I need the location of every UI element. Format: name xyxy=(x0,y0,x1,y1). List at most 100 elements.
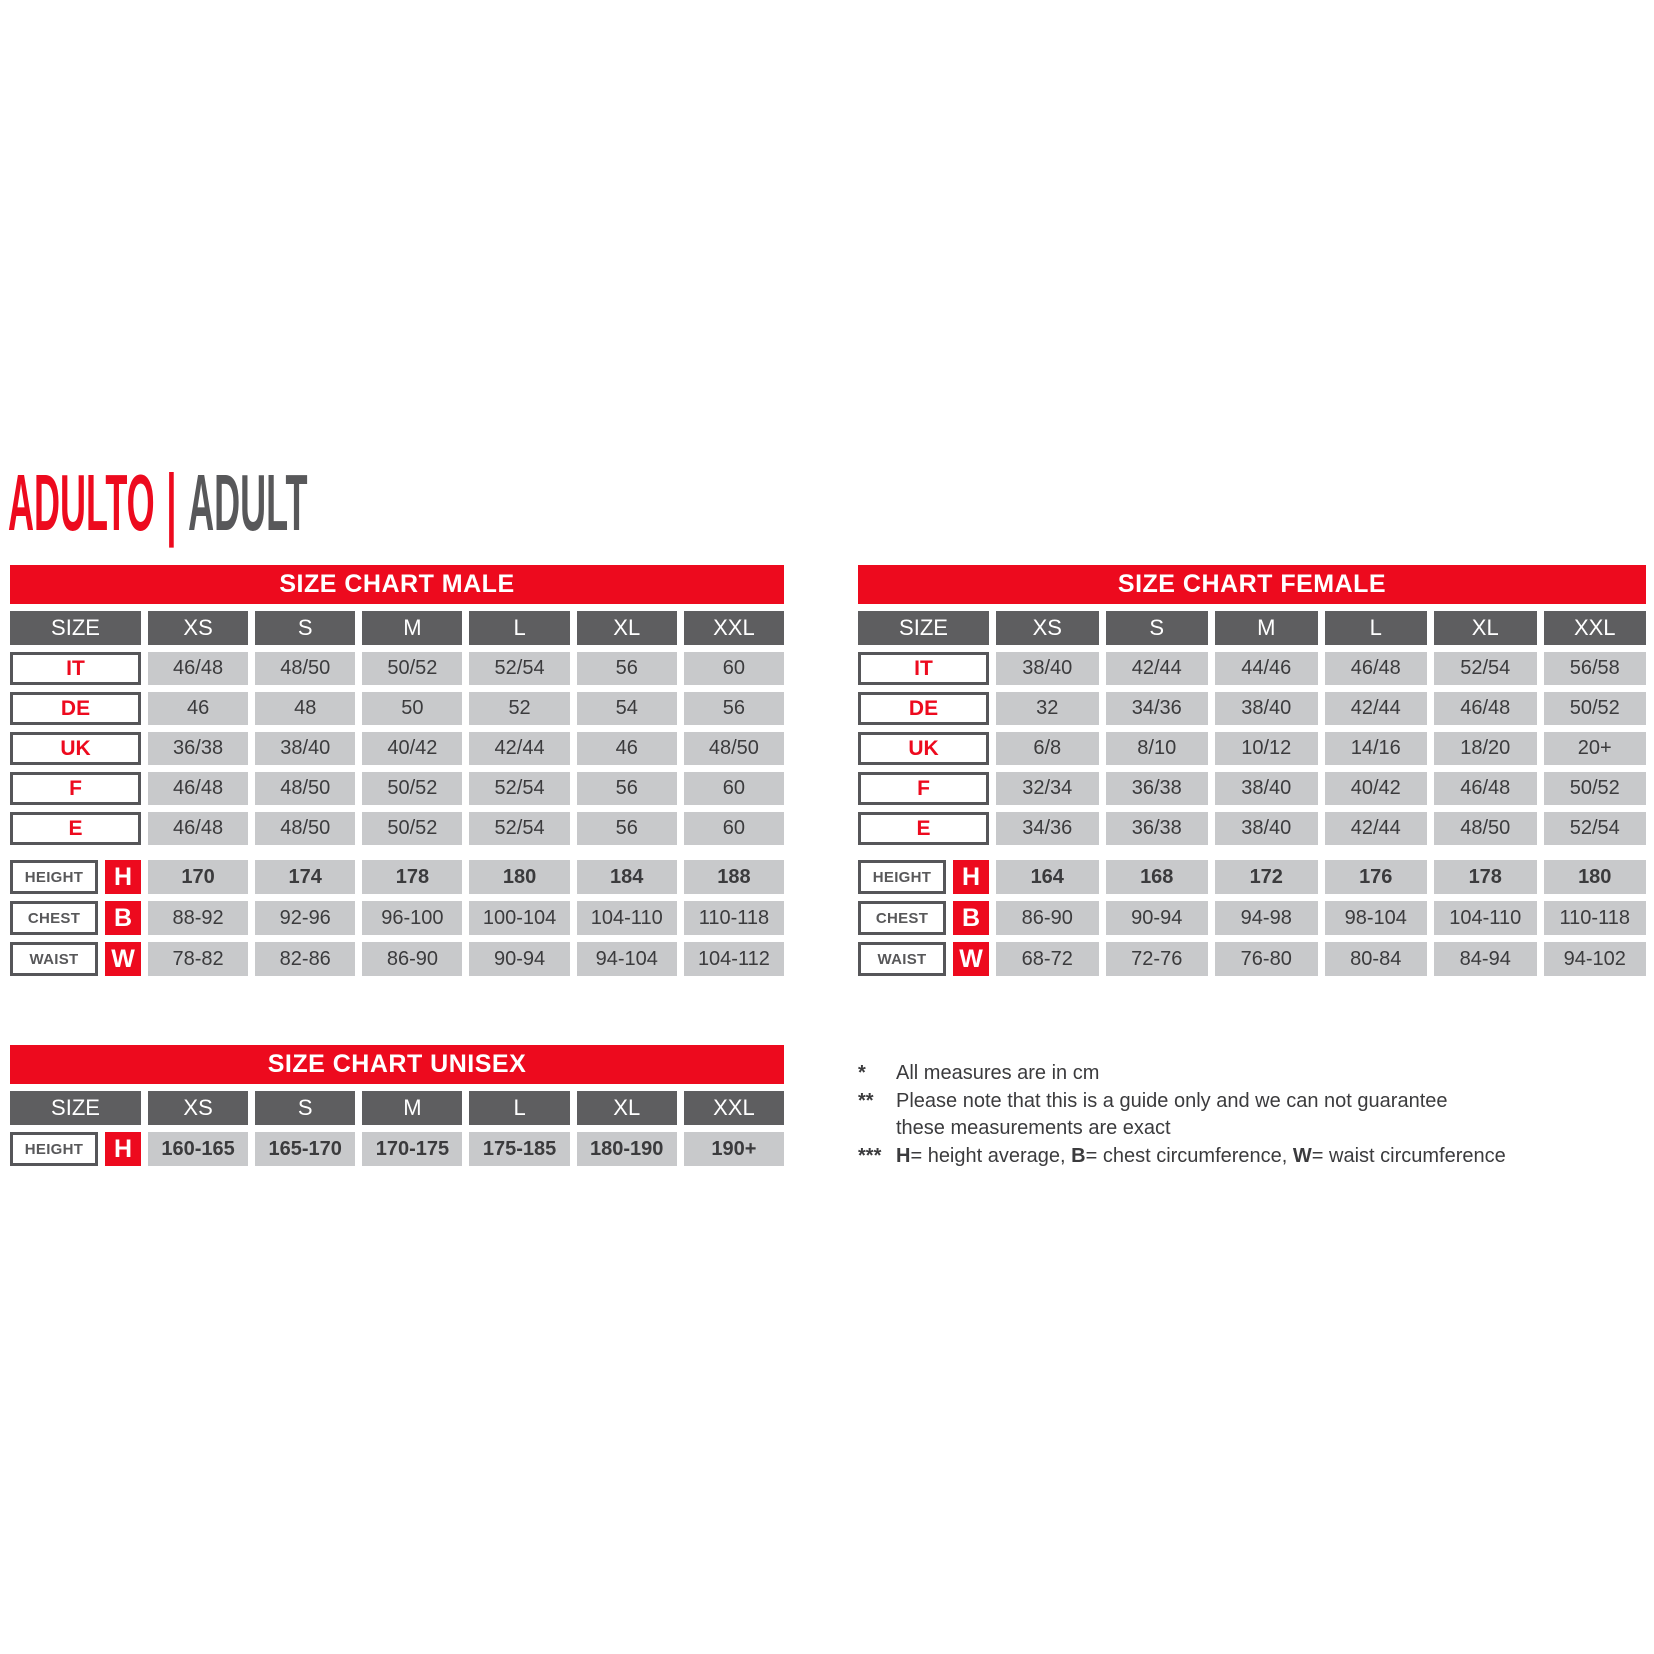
table-title-bar: SIZE CHART UNISEX xyxy=(10,1045,784,1084)
size-row-label-f: F xyxy=(858,772,989,805)
size-value-cell: 52/54 xyxy=(469,652,570,685)
measure-value-cell: 98-104 xyxy=(1324,901,1427,935)
size-value-cell: 42/44 xyxy=(1324,812,1427,845)
size-value-cell: 60 xyxy=(683,772,784,805)
size-value-cell: 10/12 xyxy=(1215,732,1318,765)
size-value-cell: 38/40 xyxy=(1215,772,1318,805)
size-value-cell: 48/50 xyxy=(255,812,356,845)
size-value-cell: 36/38 xyxy=(1105,772,1208,805)
column-header-xs: XS xyxy=(996,611,1099,645)
column-header-xl: XL xyxy=(576,611,677,645)
size-value-cell: 50/52 xyxy=(362,772,463,805)
size-value-cell: 52/54 xyxy=(1543,812,1646,845)
size-value-cell: 8/10 xyxy=(1105,732,1208,765)
row-group-spacer xyxy=(858,852,1646,853)
measure-value-cell: 180 xyxy=(1543,860,1646,894)
size-value-cell: 52/54 xyxy=(469,772,570,805)
size-value-cell: 46 xyxy=(576,732,677,765)
size-chart-male-table: SIZE CHART MALE SIZE XS S M L XL XXL IT 46/48 48/5… xyxy=(10,565,784,976)
measure-row-label-group: HEIGHT H xyxy=(10,1132,141,1166)
size-value-cell: 56 xyxy=(576,772,677,805)
measure-value-cell: 82-86 xyxy=(255,942,356,976)
size-row-label-e: E xyxy=(858,812,989,845)
measure-value-cell: 172 xyxy=(1215,860,1318,894)
size-chart-female-table: SIZE CHART FEMALE SIZE XS S M L XL XXL IT 38/40 42… xyxy=(858,565,1646,976)
size-value-cell: 52/54 xyxy=(1434,652,1537,685)
measure-row-label-waist: WAIST xyxy=(10,942,98,976)
measure-letter-badge-h: H xyxy=(953,860,989,894)
footnote-marker: ** xyxy=(858,1090,874,1112)
size-value-cell: 52/54 xyxy=(469,812,570,845)
column-header-xs: XS xyxy=(148,611,249,645)
footnote-line: All measures are in cm xyxy=(896,1060,1654,1087)
column-header-xxl: XXL xyxy=(683,611,784,645)
footnote-text: H= height average, B= chest circumferenc… xyxy=(896,1143,1654,1170)
size-value-cell: 52 xyxy=(469,692,570,725)
size-row-label-uk: UK xyxy=(858,732,989,765)
size-value-cell: 54 xyxy=(576,692,677,725)
measure-row-label-waist: WAIST xyxy=(858,942,946,976)
size-value-cell: 46/48 xyxy=(1434,772,1537,805)
size-value-cell: 20+ xyxy=(1543,732,1646,765)
measure-letter-badge-h: H xyxy=(105,860,141,894)
footnote-segment: = height average, xyxy=(910,1145,1072,1167)
size-value-cell: 46 xyxy=(148,692,249,725)
measure-value-cell: 86-90 xyxy=(362,942,463,976)
measure-row-label-height: HEIGHT xyxy=(10,860,98,894)
table-grid: SIZE XS S M L XL XXL HEIGHT H 160-165 165-170 170-1… xyxy=(10,1091,784,1166)
size-value-cell: 50/52 xyxy=(362,812,463,845)
measure-value-cell: 180-190 xyxy=(576,1132,677,1166)
size-column-header: SIZE xyxy=(10,611,141,645)
size-value-cell: 32/34 xyxy=(996,772,1099,805)
measure-value-cell: 178 xyxy=(1434,860,1537,894)
footnote-text: Please note that this is a guide only an… xyxy=(896,1088,1654,1142)
measure-value-cell: 170-175 xyxy=(362,1132,463,1166)
size-value-cell: 48 xyxy=(255,692,356,725)
table-grid: SIZE XS S M L XL XXL IT 38/40 42/44 44/46 46/48 52/5… xyxy=(858,611,1646,976)
footnote-segment: = waist circumference xyxy=(1311,1145,1506,1167)
measure-row-label-group: HEIGHT H xyxy=(858,860,989,894)
measure-value-cell: 90-94 xyxy=(1105,901,1208,935)
size-value-cell: 36/38 xyxy=(148,732,249,765)
size-row-label-de: DE xyxy=(858,692,989,725)
measure-value-cell: 88-92 xyxy=(148,901,249,935)
column-header-s: S xyxy=(255,1091,356,1125)
footnote-text: All measures are in cm xyxy=(896,1060,1654,1087)
measure-letter-badge-h: H xyxy=(105,1132,141,1166)
size-value-cell: 42/44 xyxy=(1105,652,1208,685)
measure-value-cell: 190+ xyxy=(683,1132,784,1166)
footnote-key: B xyxy=(1071,1145,1086,1167)
size-value-cell: 50/52 xyxy=(362,652,463,685)
size-value-cell: 48/50 xyxy=(683,732,784,765)
size-value-cell: 46/48 xyxy=(148,772,249,805)
column-header-l: L xyxy=(469,611,570,645)
footnote-key: H xyxy=(896,1145,911,1167)
size-value-cell: 34/36 xyxy=(996,812,1099,845)
size-value-cell: 60 xyxy=(683,812,784,845)
measure-value-cell: 110-118 xyxy=(1543,901,1646,935)
size-value-cell: 50/52 xyxy=(1543,692,1646,725)
measure-value-cell: 68-72 xyxy=(996,942,1099,976)
measure-value-cell: 175-185 xyxy=(469,1132,570,1166)
size-value-cell: 14/16 xyxy=(1324,732,1427,765)
size-value-cell: 48/50 xyxy=(255,772,356,805)
table-grid: SIZE XS S M L XL XXL IT 46/48 48/50 50/52 52/54 56 60… xyxy=(10,611,784,976)
size-value-cell: 46/48 xyxy=(1324,652,1427,685)
size-value-cell: 38/40 xyxy=(1215,812,1318,845)
column-header-l: L xyxy=(1324,611,1427,645)
measure-value-cell: 90-94 xyxy=(469,942,570,976)
size-value-cell: 46/48 xyxy=(148,812,249,845)
column-header-xs: XS xyxy=(148,1091,249,1125)
page-title-primary: ADULTO xyxy=(8,458,155,547)
footnote-line: these measurements are exact xyxy=(896,1115,1654,1142)
measure-row-label-chest: CHEST xyxy=(10,901,98,935)
size-value-cell: 56 xyxy=(576,652,677,685)
size-value-cell: 42/44 xyxy=(1324,692,1427,725)
measure-value-cell: 110-118 xyxy=(683,901,784,935)
footnote-segment: = chest circumference, xyxy=(1085,1145,1293,1167)
column-header-m: M xyxy=(362,611,463,645)
measure-value-cell: 180 xyxy=(469,860,570,894)
measure-value-cell: 176 xyxy=(1324,860,1427,894)
size-value-cell: 38/40 xyxy=(255,732,356,765)
